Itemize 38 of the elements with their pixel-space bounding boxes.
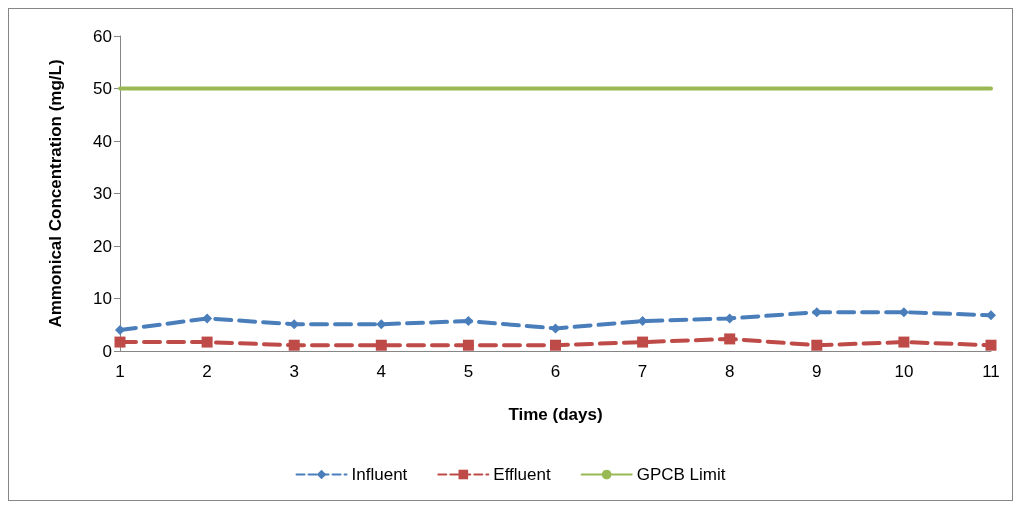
x-tick-label: 4 bbox=[376, 362, 387, 381]
x-axis-title: Time (days) bbox=[508, 405, 603, 424]
x-tick-label: 7 bbox=[637, 362, 648, 381]
point bbox=[986, 310, 996, 321]
x-tick-label: 8 bbox=[724, 362, 735, 381]
point bbox=[462, 339, 474, 351]
point bbox=[114, 336, 126, 348]
point bbox=[811, 339, 823, 351]
point bbox=[898, 336, 910, 348]
x-tick-label: 2 bbox=[202, 362, 212, 381]
point bbox=[637, 336, 649, 348]
legend-label: GPCB Limit bbox=[636, 465, 726, 484]
y-tick-label: 30 bbox=[93, 184, 112, 203]
y-tick-label: 50 bbox=[93, 79, 112, 98]
x-tick-label: 1 bbox=[115, 362, 125, 381]
y-axis-title: Ammonical Concentration (mg/L) bbox=[46, 59, 65, 328]
point bbox=[202, 313, 213, 324]
point bbox=[375, 339, 387, 351]
x-tick-label: 6 bbox=[550, 362, 561, 381]
point bbox=[811, 307, 822, 318]
x-tick-label: 5 bbox=[463, 362, 474, 381]
point bbox=[550, 339, 561, 351]
legend-label: Effluent bbox=[493, 465, 551, 484]
x-tick-label: 11 bbox=[982, 362, 1000, 381]
x-tick-label: 9 bbox=[812, 362, 822, 381]
point bbox=[115, 325, 125, 335]
x-tick-label: 10 bbox=[894, 362, 914, 381]
point bbox=[201, 336, 213, 348]
point bbox=[288, 339, 300, 351]
point bbox=[724, 333, 736, 345]
y-tick-label: 10 bbox=[93, 289, 112, 308]
y-tick-label: 0 bbox=[102, 341, 112, 361]
y-tick-label: 20 bbox=[93, 236, 112, 256]
y-tick-label: 60 bbox=[93, 26, 112, 46]
x-tick-label: 3 bbox=[289, 362, 299, 381]
legend-label: Influent bbox=[351, 465, 408, 484]
y-tick-label: 40 bbox=[93, 131, 112, 151]
point bbox=[985, 339, 997, 351]
